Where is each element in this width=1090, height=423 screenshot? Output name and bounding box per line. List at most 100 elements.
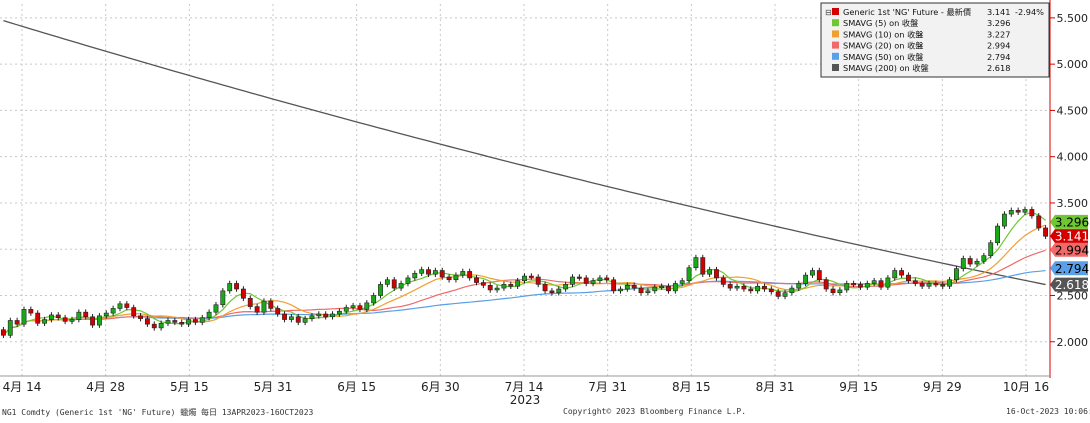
x-tick-label: 8月 31 [756,380,795,394]
candle [336,310,342,315]
candle [1036,215,1042,229]
candle [700,257,706,275]
candle [227,283,233,292]
candle [871,280,877,284]
candle [631,285,637,289]
candle [14,320,20,325]
candle [261,300,267,313]
legend-label: SMAVG (20) on 收盤 [843,41,923,51]
candle [302,318,308,323]
candle [816,270,822,281]
last-value-tag [1050,242,1088,257]
candle [110,308,116,314]
candle [220,290,226,306]
x-tick-label: 4月 28 [86,380,125,394]
candle [28,309,34,314]
legend-label: SMAVG (10) on 收盤 [843,29,923,39]
candle [117,303,123,309]
candle [919,283,925,287]
last-value-label: 3.296 [1055,215,1089,229]
candle [618,288,623,292]
legend-value: 3.141 [987,7,1010,17]
last-value-tag [1050,261,1088,276]
x-tick-label: 8月 15 [672,380,711,394]
y-tick-label: 5.500 [1057,12,1089,25]
last-value-label: 2.794 [1055,262,1089,276]
sma-20-line [2,249,1046,336]
y-tick-label: 4.000 [1057,151,1089,164]
candle [679,280,685,284]
candle [48,314,54,320]
candle [55,314,61,319]
legend-swatch [832,52,839,60]
candle [522,275,527,281]
candle [659,285,665,289]
candle [275,308,281,315]
candle [604,277,610,281]
candle [954,268,959,281]
candle [460,271,466,276]
candle [837,289,843,294]
candle [330,313,335,318]
candle [480,282,486,286]
candle [926,283,932,287]
candle [906,274,911,281]
x-tick-label: 5月 31 [254,380,293,394]
legend-swatch [832,64,839,71]
legend-label: Generic 1st 'NG' Future - 最新價 [843,7,971,17]
candle [940,284,946,287]
candle [796,283,802,289]
candle [151,323,157,329]
candle [576,276,582,279]
candle [981,255,987,262]
candle [590,280,596,284]
candle [741,285,747,290]
candle [384,279,390,285]
candle [179,322,185,325]
candle [570,276,575,285]
candle [645,290,651,294]
candle [686,267,692,281]
legend-label: SMAVG (5) on 收盤 [843,18,918,28]
candle [158,322,164,329]
candle [501,284,507,289]
candle [583,277,589,284]
candle [563,284,569,290]
legend-value: 2.994 [987,41,1010,51]
candle [172,320,178,323]
last-value-label: 3.141 [1055,230,1089,244]
y-tick-label: 2.000 [1057,336,1089,349]
x-year-label: 2023 [510,393,541,407]
candle [810,270,815,276]
candle [1022,209,1028,213]
candle [727,284,733,289]
candle [515,280,521,287]
candle [103,312,109,317]
candle [803,274,809,284]
candle [234,283,239,290]
candle [165,320,171,324]
candle [823,279,829,290]
candle [967,258,973,265]
candle [419,269,425,274]
legend-label: SMAVG (200) on 收盤 [843,63,929,73]
candle [357,305,363,310]
candle [542,284,548,292]
plot-area [1,20,1048,339]
axes: 2.0002.5003.0003.5004.0004.5005.0005.500… [0,0,1089,407]
y-tick-label: 3.500 [1057,197,1089,210]
candle [282,313,287,320]
candle [96,315,102,326]
candle [720,277,726,285]
footer-copyright: Copyright© 2023 Bloomberg Finance L.P. [563,407,747,416]
footer-security: NG1 Comdty (Generic 1st 'NG' Future) 蠟燭 … [2,408,314,417]
candle [652,286,658,292]
candle [131,307,137,317]
candle [453,274,459,281]
candle [508,284,514,287]
candle [1002,213,1007,227]
candle [748,288,754,292]
candle [405,277,411,284]
candle [878,280,884,288]
